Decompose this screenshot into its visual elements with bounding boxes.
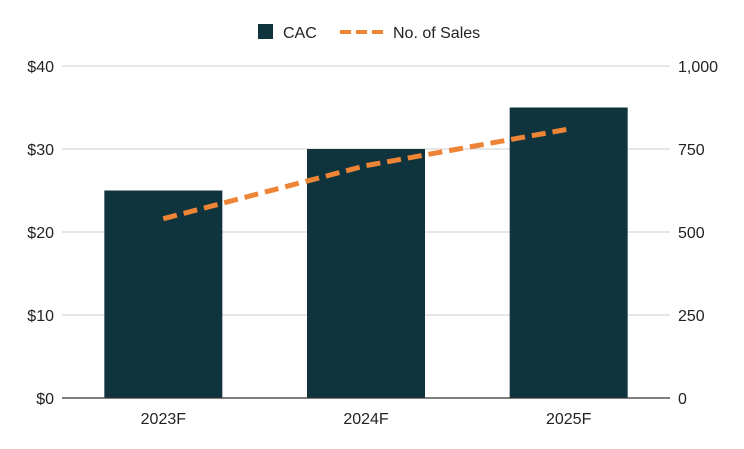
right-axis-tick-labels: 0 250 500 750 1,000	[678, 59, 718, 408]
x-tick-label: 2024F	[343, 411, 389, 428]
x-tick-label: 2025F	[546, 411, 592, 428]
x-tick-label: 2023F	[141, 411, 187, 428]
right-tick-label: 1,000	[678, 59, 718, 76]
right-tick-label: 500	[678, 225, 705, 242]
legend-cac-label: CAC	[283, 25, 317, 42]
right-tick-label: 0	[678, 391, 687, 408]
line-series-sales	[162, 126, 570, 222]
bar-2023F	[104, 190, 223, 398]
right-tick-label: 750	[678, 142, 705, 159]
x-axis-tick-labels: 2023F 2024F 2025F	[141, 411, 592, 428]
sales-line	[162, 126, 570, 222]
left-tick-label: $20	[27, 225, 54, 242]
legend: CAC No. of Sales	[258, 24, 480, 42]
left-axis-tick-labels: $0 $10 $20 $30 $40	[27, 59, 54, 408]
legend-cac-swatch	[258, 24, 273, 39]
left-tick-label: $0	[36, 391, 54, 408]
left-tick-label: $40	[27, 59, 54, 76]
left-tick-label: $10	[27, 308, 54, 325]
right-tick-label: 250	[678, 308, 705, 325]
bar-2024F	[307, 149, 425, 398]
legend-sales-label: No. of Sales	[393, 25, 480, 42]
bar-series-cac	[104, 107, 628, 398]
left-tick-label: $30	[27, 142, 54, 159]
bar-2025F	[509, 107, 628, 398]
